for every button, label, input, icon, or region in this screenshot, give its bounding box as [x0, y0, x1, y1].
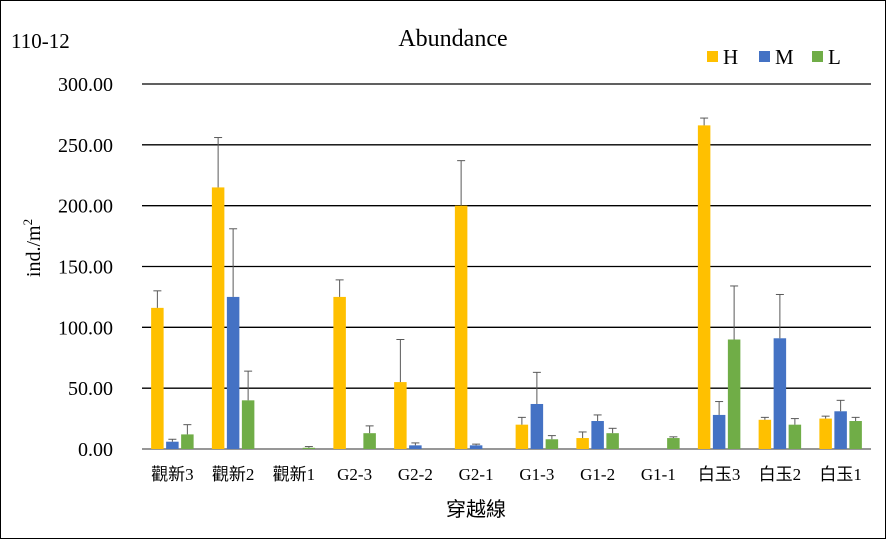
y-axis-label: ind./m2: [20, 219, 45, 277]
bar: [166, 441, 179, 449]
legend-label: H: [723, 45, 738, 69]
bar: [758, 419, 772, 449]
x-axis-categories: 觀新3 觀新2 觀新1 G2-3 G2-2 G2-1 G1-3 G1-2 G1-1 白玉3 白玉2 白…: [151, 465, 862, 484]
corner-label: 110-12: [11, 29, 70, 53]
bar: [606, 433, 619, 449]
bar: [727, 339, 741, 449]
bar: [333, 296, 346, 449]
bar: [181, 434, 194, 449]
x-tick-label: G1-2: [580, 465, 615, 484]
bar: [712, 414, 726, 449]
bar: [226, 296, 240, 449]
x-tick-label: G1-1: [641, 465, 676, 484]
svg-text:ind./m2: ind./m2: [20, 219, 45, 277]
y-tick-label: 50.00: [68, 378, 113, 400]
bar: [591, 421, 604, 449]
bar: [773, 338, 787, 449]
bar: [454, 205, 468, 449]
bar: [530, 403, 544, 449]
bar: [545, 439, 559, 449]
x-tick-label: 白玉1: [819, 465, 862, 484]
y-tick-label: 300.00: [58, 74, 113, 96]
bar: [697, 125, 711, 449]
x-tick-label: G2-2: [398, 465, 433, 484]
y-tick-label: 100.00: [58, 317, 113, 339]
bar: [834, 411, 847, 449]
x-tick-label: 白玉3: [698, 465, 741, 484]
bars: [151, 117, 862, 449]
bar: [849, 421, 862, 449]
x-tick-label: 觀新2: [212, 465, 255, 484]
bar: [469, 445, 483, 449]
bar: [819, 418, 832, 449]
bar: [211, 187, 225, 449]
y-tick-label: 150.00: [58, 257, 113, 279]
bar: [788, 424, 802, 449]
x-tick-label: G1-3: [519, 465, 554, 484]
x-axis-label: 穿越線: [446, 498, 506, 521]
legend-label: M: [775, 45, 794, 69]
bar: [363, 433, 376, 449]
legend-swatch: [759, 51, 770, 62]
x-tick-label: G2-3: [337, 465, 372, 484]
gridlines: [142, 83, 871, 450]
bar: [151, 307, 164, 449]
y-tick-label: 200.00: [58, 196, 113, 218]
legend-label: L: [828, 45, 841, 69]
bar: [241, 400, 255, 449]
y-tick-label: 0.00: [78, 439, 113, 461]
x-tick-label: 觀新3: [151, 465, 194, 484]
y-axis-label-superscript: 2: [20, 219, 35, 226]
legend-swatch: [812, 51, 823, 62]
bar: [576, 438, 589, 449]
bar: [667, 438, 680, 449]
x-tick-label: G2-1: [459, 465, 494, 484]
y-axis-ticks: 0.00 50.00 100.00 150.00 200.00 250.00 300.00: [58, 74, 113, 461]
legend-swatch: [707, 51, 718, 62]
bar: [394, 382, 407, 449]
x-tick-label: 觀新1: [273, 465, 316, 484]
y-axis-label-main: ind./m: [23, 225, 45, 277]
y-tick-label: 250.00: [58, 135, 113, 157]
bar: [515, 424, 529, 449]
chart-title: Abundance: [398, 26, 507, 52]
bar: [409, 445, 422, 449]
bar: [302, 447, 316, 449]
x-tick-label: 白玉2: [759, 465, 802, 484]
